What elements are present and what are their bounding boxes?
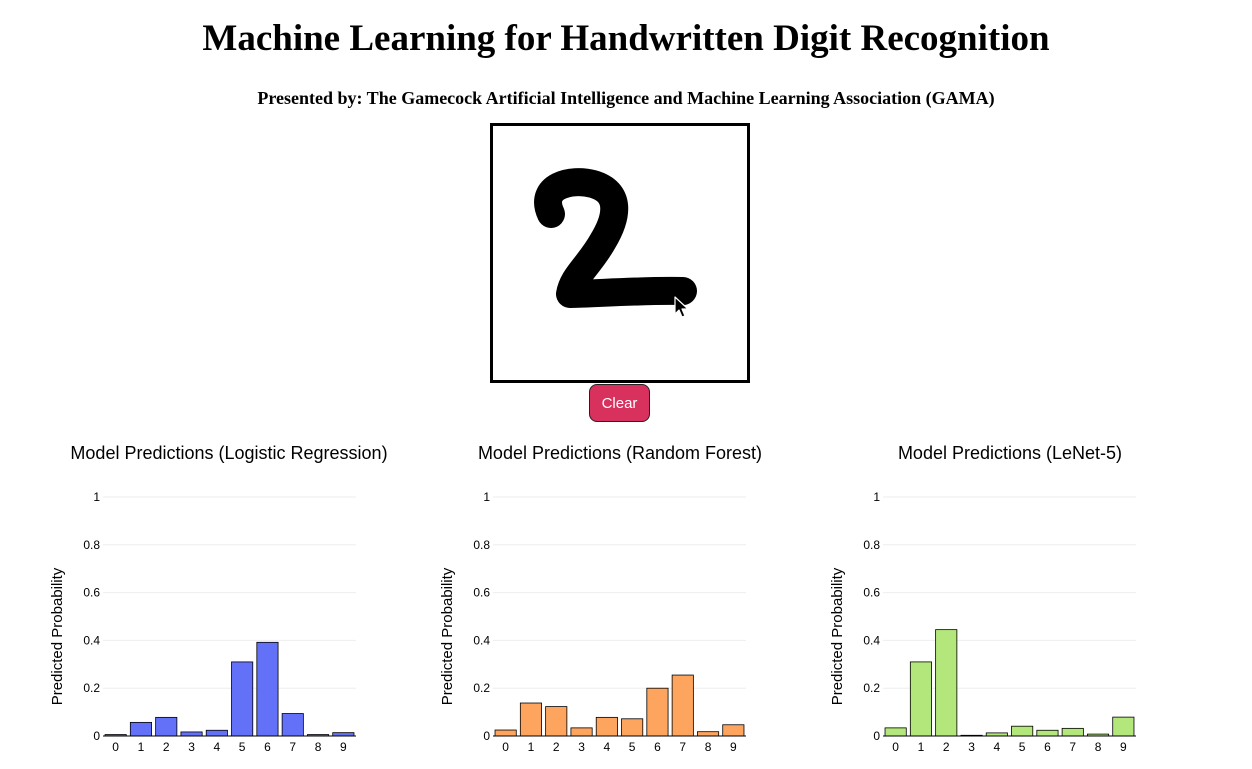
bar-digit-9 <box>1112 716 1135 737</box>
clear-button[interactable]: Clear <box>589 384 650 422</box>
x-tick-label: 2 <box>163 740 170 754</box>
x-tick-label: 2 <box>553 740 560 754</box>
x-tick-label: 7 <box>289 740 296 754</box>
bar-digit-7 <box>1061 727 1084 737</box>
y-tick-label: 0.8 <box>83 538 100 552</box>
x-tick-label: 4 <box>214 740 221 754</box>
y-tick-label: 0.6 <box>83 586 100 600</box>
bar-digit-4 <box>205 729 228 737</box>
y-tick-label: 0.2 <box>473 681 490 695</box>
y-tick-label: 0.4 <box>863 633 880 647</box>
x-tick-label: 4 <box>604 740 611 754</box>
x-tick-label: 3 <box>968 740 975 754</box>
x-tick-label: 9 <box>730 740 737 754</box>
bar-digit-6 <box>256 641 279 737</box>
x-tick-label: 1 <box>528 740 535 754</box>
bar-digit-2 <box>155 716 178 737</box>
y-tick-label: 1 <box>873 490 880 504</box>
x-tick-label: 5 <box>629 740 636 754</box>
bar-digit-5 <box>1011 725 1034 737</box>
x-tick-label: 6 <box>1044 740 1051 754</box>
y-tick-label: 0 <box>93 729 100 743</box>
x-tick-label: 1 <box>918 740 925 754</box>
y-tick-label: 0 <box>483 729 490 743</box>
x-tick-label: 0 <box>502 740 509 754</box>
bar-digit-2 <box>545 706 568 737</box>
x-tick-label: 0 <box>112 740 119 754</box>
y-axis-label: Predicted Probability <box>439 567 456 705</box>
bar-digit-4 <box>595 716 618 737</box>
bar-digit-0 <box>494 729 517 737</box>
x-tick-label: 7 <box>679 740 686 754</box>
bar-digit-7 <box>281 713 304 737</box>
x-tick-label: 8 <box>1095 740 1102 754</box>
y-tick-label: 0 <box>873 729 880 743</box>
bar-digit-9 <box>332 732 355 737</box>
mouse-cursor-icon <box>674 296 689 318</box>
bar-digit-1 <box>129 721 152 737</box>
bar-digit-0 <box>884 727 907 737</box>
bar-digit-6 <box>646 687 669 737</box>
x-tick-label: 0 <box>892 740 899 754</box>
bar-digit-5 <box>231 661 254 737</box>
chart-title-logistic-regression: Model Predictions (Logistic Regression) <box>70 443 388 463</box>
x-tick-label: 8 <box>315 740 322 754</box>
x-tick-label: 6 <box>264 740 271 754</box>
y-tick-label: 1 <box>93 490 100 504</box>
x-tick-label: 3 <box>578 740 585 754</box>
x-tick-label: 9 <box>1120 740 1127 754</box>
bar-digit-1 <box>909 661 932 737</box>
x-tick-label: 2 <box>943 740 950 754</box>
bar-digit-5 <box>621 718 644 737</box>
x-tick-label: 9 <box>340 740 347 754</box>
x-tick-label: 5 <box>1019 740 1026 754</box>
x-tick-label: 5 <box>239 740 246 754</box>
drawn-digit-stroke <box>534 168 697 318</box>
chart-lenet-5: 0 0.2 0.4 0.6 0.8 1 0 1 2 3 4 5 6 7 8 9 Predicted Probab… <box>829 490 1136 754</box>
y-tick-label: 1 <box>483 490 490 504</box>
x-tick-label: 6 <box>654 740 661 754</box>
drawing-canvas[interactable] <box>490 123 750 383</box>
x-tick-label: 3 <box>188 740 195 754</box>
y-tick-label: 0.6 <box>863 586 880 600</box>
x-tick-label: 4 <box>994 740 1001 754</box>
bar-digit-8 <box>697 731 720 737</box>
bar-digit-9 <box>722 724 745 737</box>
bar-digit-6 <box>1036 729 1059 737</box>
y-axis-label: Predicted Probability <box>829 567 846 705</box>
y-tick-label: 0.6 <box>473 586 490 600</box>
bar-digit-3 <box>570 727 593 737</box>
y-tick-label: 0.4 <box>473 633 490 647</box>
x-tick-label: 8 <box>705 740 712 754</box>
y-tick-label: 0.2 <box>83 681 100 695</box>
bar-digit-7 <box>671 674 694 737</box>
presenter-subtitle: Presented by: The Gamecock Artificial In… <box>257 88 995 108</box>
chart-title-lenet-5: Model Predictions (LeNet-5) <box>897 443 1123 463</box>
page-title: Machine Learning for Handwritten Digit R… <box>202 18 1050 59</box>
bar-digit-1 <box>519 702 542 737</box>
y-tick-label: 0.2 <box>863 681 880 695</box>
x-tick-label: 1 <box>138 740 145 754</box>
bar-digit-3 <box>180 731 203 737</box>
y-tick-label: 0.8 <box>473 538 490 552</box>
bar-digit-2 <box>935 629 958 737</box>
y-tick-label: 0.8 <box>863 538 880 552</box>
y-tick-label: 0.4 <box>83 633 100 647</box>
chart-random-forest: 0 0.2 0.4 0.6 0.8 1 0 1 2 3 4 5 6 7 8 9 Predicted Probab… <box>439 490 746 754</box>
y-axis-label: Predicted Probability <box>49 567 66 705</box>
chart-title-random-forest: Model Predictions (Random Forest) <box>477 443 763 463</box>
x-tick-label: 7 <box>1069 740 1076 754</box>
chart-logistic-regression: 0 0.2 0.4 0.6 0.8 1 0 1 2 3 4 5 6 7 8 9 Predicted Probab… <box>49 490 356 754</box>
